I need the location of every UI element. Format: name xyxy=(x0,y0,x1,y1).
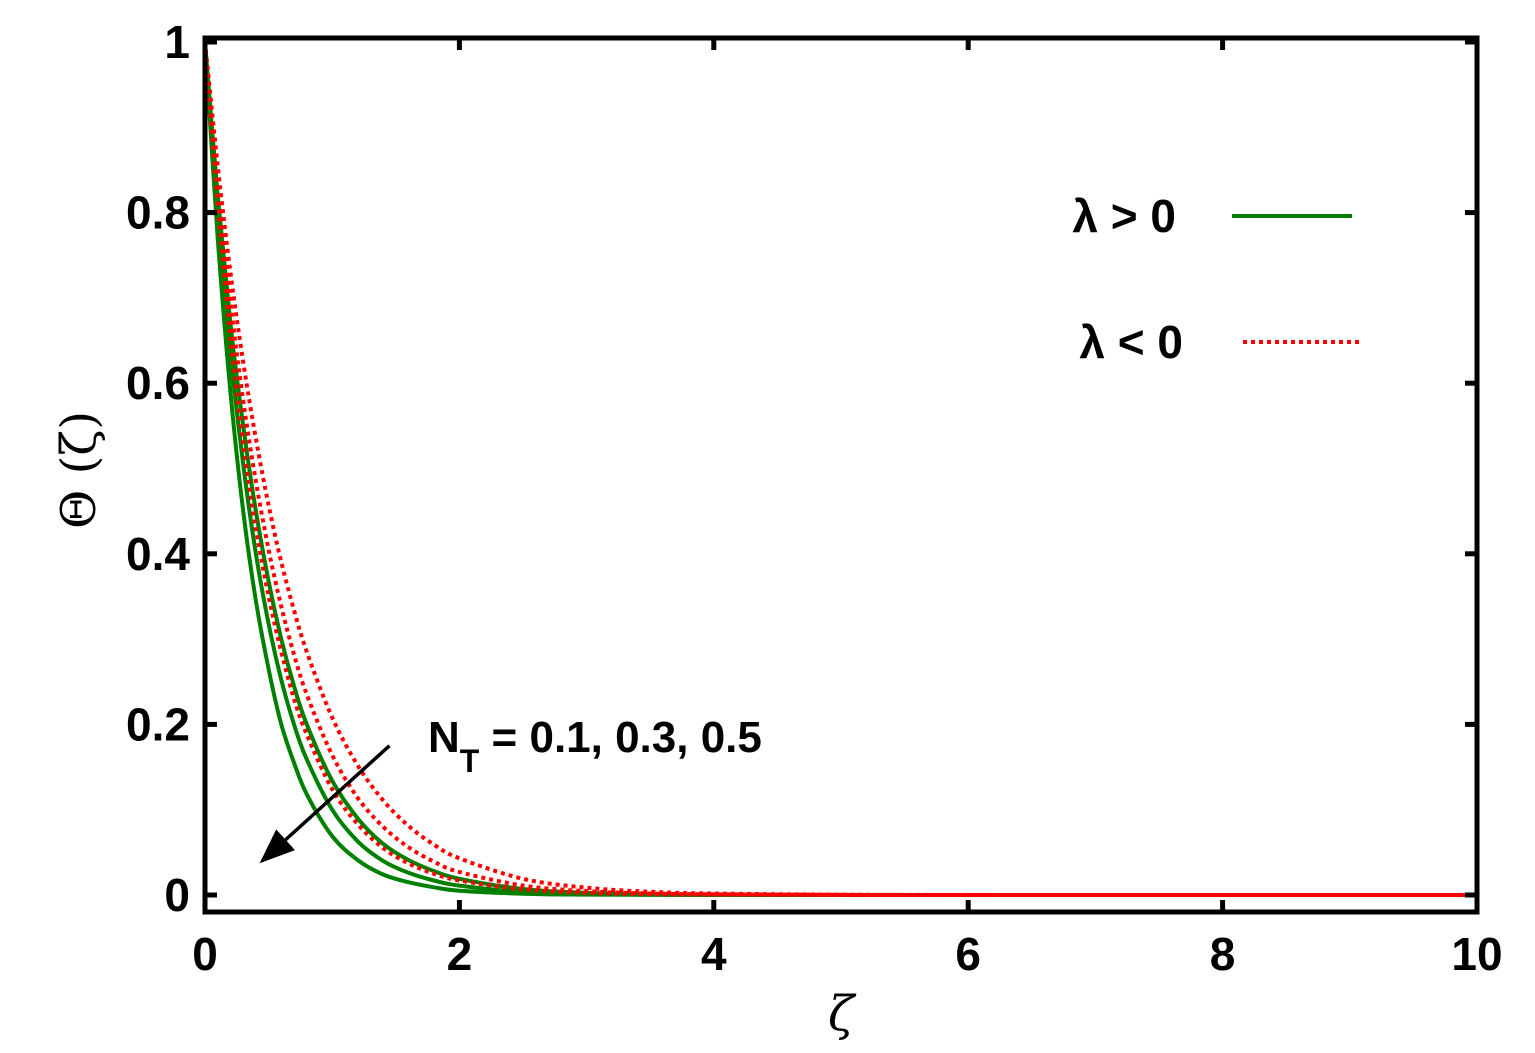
ticks: 0 2 4 6 8 10 0 0.2 0.4 0.6 0.8 1 xyxy=(126,16,1503,980)
annotation-main: N xyxy=(428,713,460,762)
x-axis-label: ζ xyxy=(828,986,857,1042)
series-line-lambda-negative-4 xyxy=(205,41,1477,898)
series-line-lambda-positive-3 xyxy=(205,41,1477,898)
x-tick-label: 4 xyxy=(701,928,727,980)
y-tick-label: 1 xyxy=(164,16,190,68)
x-tick-label: 6 xyxy=(955,928,981,980)
series-line-lambda-negative-6 xyxy=(205,41,1477,897)
annotation-label: NT = 0.1, 0.3, 0.5 xyxy=(428,713,762,779)
annotation-values: = 0.1, 0.3, 0.5 xyxy=(479,713,762,762)
annotation-arrow xyxy=(259,744,391,864)
x-tick-label: 8 xyxy=(1210,928,1236,980)
x-tick-label: 0 xyxy=(192,928,218,980)
legend: λ > 0 λ < 0 xyxy=(1072,190,1363,368)
annotation-subscript: T xyxy=(460,743,480,779)
series-line-lambda-negative-5 xyxy=(205,41,1477,897)
y-axis-label: Θ (ζ) xyxy=(51,411,107,529)
y-tick-label: 0 xyxy=(164,869,190,921)
annotation: NT = 0.1, 0.3, 0.5 xyxy=(259,713,762,864)
series-line-lambda-positive-1 xyxy=(205,41,1477,898)
y-tick-label: 0.2 xyxy=(126,698,190,750)
plot-frame xyxy=(202,35,1480,915)
y-tick-label: 0.8 xyxy=(126,187,190,239)
y-tick-label: 0.4 xyxy=(126,528,190,580)
curves xyxy=(205,41,1477,898)
x-tick-label: 2 xyxy=(447,928,473,980)
legend-label: λ < 0 xyxy=(1079,316,1183,368)
y-tick-label: 0.6 xyxy=(126,357,190,409)
axes xyxy=(202,35,1480,915)
series-line-lambda-positive-2 xyxy=(205,41,1477,898)
x-tick-label: 10 xyxy=(1451,928,1502,980)
legend-label: λ > 0 xyxy=(1072,190,1176,242)
